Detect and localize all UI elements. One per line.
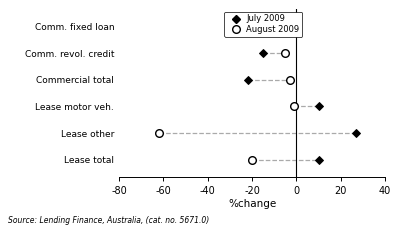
X-axis label: %change: %change [228, 199, 276, 209]
Legend: July 2009, August 2009: July 2009, August 2009 [224, 12, 303, 37]
Text: Source: Lending Finance, Australia, (cat. no. 5671.0): Source: Lending Finance, Australia, (cat… [8, 216, 209, 225]
